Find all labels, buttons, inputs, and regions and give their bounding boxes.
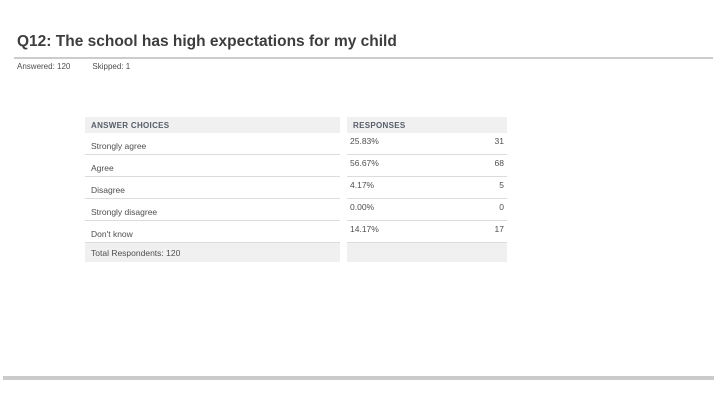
column-header-answer-choices: ANSWER CHOICES <box>85 117 340 133</box>
count-value: 68 <box>494 158 504 168</box>
results-table: ANSWER CHOICES Strongly agree Agree Disa… <box>85 117 507 262</box>
total-respondents-empty-cell <box>347 243 507 262</box>
percent-value: 0.00% <box>350 202 375 212</box>
row-label-dont-know: Don't know <box>85 221 340 243</box>
column-header-responses: RESPONSES <box>347 117 507 133</box>
response-stats: Answered: 120 Skipped: 1 <box>17 62 130 71</box>
page-title: Q12: The school has high expectations fo… <box>17 33 397 50</box>
row-label-disagree: Disagree <box>85 177 340 199</box>
count-value: 0 <box>499 202 504 212</box>
row-value-agree: 56.67% 68 <box>347 155 507 177</box>
title-divider <box>14 57 713 59</box>
count-value: 17 <box>494 224 504 234</box>
row-value-strongly-agree: 25.83% 31 <box>347 133 507 155</box>
count-value: 5 <box>499 180 504 190</box>
percent-value: 4.17% <box>350 180 375 190</box>
answer-choices-column: ANSWER CHOICES Strongly agree Agree Disa… <box>85 117 340 262</box>
count-value: 31 <box>494 136 504 146</box>
skipped-count: Skipped: 1 <box>92 62 131 71</box>
row-value-strongly-disagree: 0.00% 0 <box>347 199 507 221</box>
row-label-strongly-disagree: Strongly disagree <box>85 199 340 221</box>
percent-value: 25.83% <box>350 136 379 146</box>
percent-value: 56.67% <box>350 158 379 168</box>
answered-count: Answered: 120 <box>17 62 71 71</box>
responses-column: RESPONSES 25.83% 31 56.67% 68 4.17% 5 0.… <box>347 117 507 262</box>
percent-value: 14.17% <box>350 224 379 234</box>
slide-bottom-border <box>3 376 714 380</box>
row-value-disagree: 4.17% 5 <box>347 177 507 199</box>
row-label-agree: Agree <box>85 155 340 177</box>
row-value-dont-know: 14.17% 17 <box>347 221 507 243</box>
row-label-strongly-agree: Strongly agree <box>85 133 340 155</box>
total-respondents-cell: Total Respondents: 120 <box>85 243 340 262</box>
